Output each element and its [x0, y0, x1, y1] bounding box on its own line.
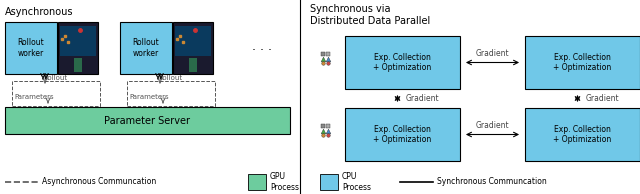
Text: Synchronous via
Distributed Data Parallel: Synchronous via Distributed Data Paralle…: [310, 4, 430, 26]
Text: Asynchronous: Asynchronous: [5, 7, 74, 17]
Text: Exp. Collection
+ Optimization: Exp. Collection + Optimization: [554, 53, 612, 72]
Text: Gradient: Gradient: [586, 94, 619, 103]
Bar: [74, 58, 82, 72]
Text: GPU
Process: GPU Process: [270, 172, 299, 192]
Text: Synchronous Communcation: Synchronous Communcation: [437, 178, 547, 186]
Text: Exp. Collection
+ Optimization: Exp. Collection + Optimization: [373, 125, 431, 144]
Text: Exp. Collection
+ Optimization: Exp. Collection + Optimization: [373, 53, 431, 72]
Bar: [345, 108, 460, 161]
Bar: [5, 107, 290, 134]
Text: Rollout: Rollout: [158, 75, 182, 81]
Bar: [58, 22, 98, 74]
Text: Parameters: Parameters: [129, 94, 168, 100]
Bar: [345, 36, 460, 89]
Bar: [5, 22, 57, 74]
Text: Asynchronous Communcation: Asynchronous Communcation: [42, 178, 156, 186]
Bar: [189, 58, 197, 72]
Bar: [175, 26, 211, 56]
Text: Rollout: Rollout: [43, 75, 67, 81]
Bar: [248, 174, 266, 190]
Bar: [60, 26, 96, 56]
Text: Gradient: Gradient: [476, 48, 509, 57]
Text: Rollout
worker: Rollout worker: [18, 38, 44, 58]
Text: Parameters: Parameters: [14, 94, 54, 100]
Text: Exp. Collection
+ Optimization: Exp. Collection + Optimization: [554, 125, 612, 144]
Bar: [120, 22, 172, 74]
Bar: [173, 22, 213, 74]
Bar: [12, 81, 100, 106]
Bar: [320, 174, 338, 190]
Text: Rollout
worker: Rollout worker: [132, 38, 159, 58]
Text: Parameter Server: Parameter Server: [104, 115, 190, 126]
Text: Gradient: Gradient: [406, 94, 439, 103]
Text: . . .: . . .: [252, 40, 272, 53]
Text: Gradient: Gradient: [476, 120, 509, 130]
Bar: [525, 36, 640, 89]
Bar: [127, 81, 215, 106]
Text: CPU
Process: CPU Process: [342, 172, 371, 192]
Bar: [525, 108, 640, 161]
